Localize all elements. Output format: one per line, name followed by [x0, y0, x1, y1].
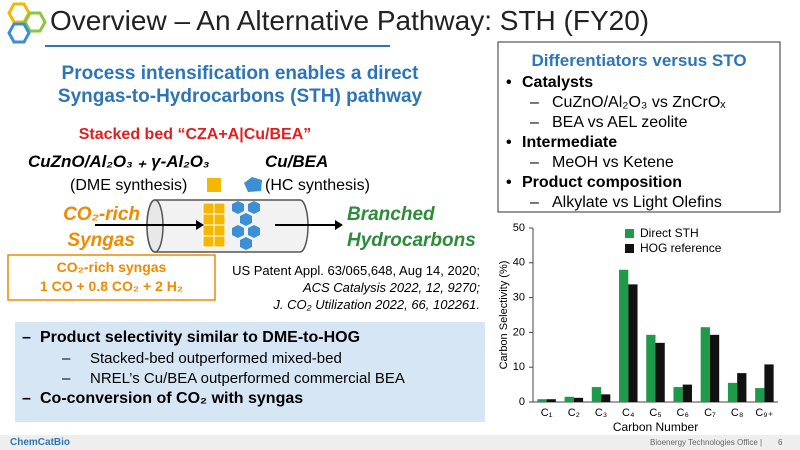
bar [755, 388, 765, 402]
x-axis-label: Carbon Number [613, 420, 698, 434]
legend-label: Direct STH [640, 226, 699, 240]
summary-item: Product selectivity similar to DME-to-HO… [40, 329, 361, 346]
feed-box-line: 1 CO + 0.8 CO₂ + 2 H₂ [39, 278, 184, 294]
bar [564, 396, 574, 402]
bullet-marker: – [530, 154, 539, 171]
footer-band [0, 435, 800, 450]
differentiator-heading: Catalysts [522, 74, 594, 91]
summary-box [15, 322, 485, 422]
footer-page: 6 [778, 438, 783, 447]
chart: 0 10 20 30 40 50 Carbon Selectivity (%) Carbon … [498, 222, 778, 434]
y-tick-label: 40 [513, 257, 525, 269]
x-tick-label: C₃ [595, 407, 607, 419]
feed-box-line: CO₂-rich syngas [56, 259, 167, 275]
x-tick-label: C₅ [649, 407, 661, 419]
bar [727, 382, 738, 402]
y-tick-label: 0 [519, 396, 525, 408]
bar [573, 397, 584, 402]
bullet-marker: – [530, 114, 539, 131]
x-tick-label: C₆ [677, 407, 689, 419]
reactor [95, 199, 343, 253]
cza-label: CuZnO/Al₂O₃ ₊ γ-Al₂O₃ [28, 152, 210, 171]
x-tick-label: C₁ [541, 407, 553, 419]
bullet-marker: – [22, 329, 31, 346]
differentiator-item: MeOH vs Ketene [552, 154, 674, 171]
bullet-marker: • [506, 134, 512, 151]
x-tick-label: C₉₊ [755, 407, 773, 419]
bullet-marker: – [530, 194, 539, 211]
x-tick-label: C₈ [731, 407, 744, 419]
y-axis-label: Carbon Selectivity (%) [498, 261, 510, 370]
bullet-marker: • [506, 74, 512, 91]
x-tick-label: C₇ [704, 407, 716, 419]
summary-subitem: NREL’s Cu/BEA outperformed commercial BE… [90, 370, 405, 387]
bar [764, 364, 774, 402]
bar [682, 384, 692, 402]
bar [591, 387, 602, 402]
summary-item: Co-conversion of CO₂ with syngas [40, 390, 304, 407]
feed-label: Syngas [67, 230, 135, 251]
bar [537, 399, 547, 402]
bar [700, 327, 710, 402]
differentiators-title: Differentiators versus STO [531, 51, 747, 70]
bar [709, 334, 720, 402]
x-tick-label: C₄ [622, 407, 635, 419]
differentiator-heading: Intermediate [522, 134, 618, 151]
product-label: Branched [347, 204, 435, 225]
footer-brand: ChemCatBio [10, 437, 71, 448]
heading-line: Process intensification enables a direct [61, 63, 419, 84]
bullet-marker: – [530, 94, 539, 111]
legend-swatch [625, 244, 634, 253]
feed-label: CO₂-rich [63, 204, 140, 225]
differentiator-item: BEA vs AEL zeolite [552, 114, 688, 131]
reference: ACS Catalysis 2022, 12, 9270; [302, 280, 480, 295]
bullet-marker: – [62, 350, 71, 367]
legend-label: HOG reference [640, 241, 722, 255]
differentiator-heading: Product composition [522, 174, 682, 191]
footer-office: Bioenergy Technologies Office | [650, 438, 763, 447]
cu-role: (HC synthesis) [265, 177, 370, 194]
bar [673, 387, 683, 402]
feed-box [7, 254, 216, 301]
summary-subitem: Stacked-bed outperformed mixed-bed [90, 350, 342, 367]
bar [546, 399, 556, 402]
y-tick-label: 20 [513, 326, 525, 338]
y-tick-label: 30 [513, 292, 525, 304]
differentiator-item: Alkylate vs Light Olefins [552, 194, 722, 211]
bar [601, 394, 611, 402]
differentiator-item: CuZnO/Al₂O₃ vs ZnCrOₓ [552, 94, 726, 111]
logo [7, 2, 47, 44]
reference: J. CO₂ Utilization 2022, 66, 102261. [273, 297, 480, 312]
bullet-marker: – [22, 390, 31, 407]
bullet-marker: • [506, 174, 512, 191]
stack-label: Stacked bed “CZA+A|Cu/BEA” [78, 126, 312, 143]
x-tick-label: C₂ [568, 407, 580, 419]
y-tick-label: 50 [513, 222, 525, 234]
bullet-marker: – [62, 370, 71, 387]
heading-line: Syngas-to-Hydrocarbons (STH) pathway [57, 86, 423, 107]
reference: US Patent Appl. 63/065,648, Aug 14, 2020… [232, 263, 480, 278]
cza-role: (DME synthesis) [70, 177, 188, 194]
bar [646, 334, 656, 402]
cu-icon [244, 177, 262, 192]
bar [655, 342, 665, 402]
differentiators-box [497, 41, 781, 213]
cu-label: Cu/BEA [265, 152, 329, 171]
product-label: Hydrocarbons [347, 230, 476, 251]
bar [619, 269, 629, 402]
slide-title: Overview – An Alternative Pathway: STH (… [50, 5, 650, 36]
bar [737, 373, 747, 402]
bar [628, 284, 638, 402]
y-tick-label: 10 [513, 361, 525, 373]
cza-icon [207, 178, 221, 192]
legend-swatch [625, 229, 634, 238]
